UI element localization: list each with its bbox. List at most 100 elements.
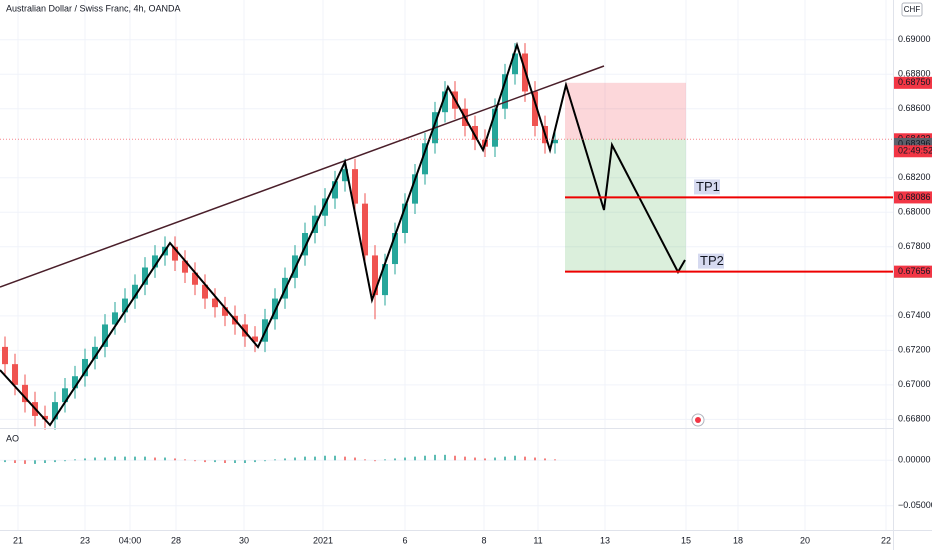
candle-body	[332, 181, 338, 199]
x-tick-label: 23	[80, 535, 90, 545]
ao-bar	[424, 455, 426, 461]
price-tag-label: 0.67656	[898, 266, 931, 276]
ao-bar	[4, 460, 6, 463]
y-tick-label: 0.67400	[898, 310, 931, 320]
ao-bar	[164, 457, 166, 461]
candle-body	[202, 284, 208, 299]
countdown-bg	[894, 145, 932, 158]
ao-bar	[254, 460, 256, 463]
currency-box[interactable]	[901, 2, 923, 17]
x-tick-label: 18	[733, 535, 743, 545]
candle-body	[402, 203, 408, 233]
y-tick-label: 0.67800	[898, 241, 931, 251]
stop-zone	[565, 82, 686, 140]
ao-bar	[214, 460, 216, 463]
ao-bar	[344, 456, 346, 461]
price-tag-label: 0.68396	[898, 138, 931, 148]
candle-body	[172, 246, 178, 261]
chart-title: Australian Dollar / Swiss Franc, 4h, OAN…	[6, 3, 181, 13]
candle-body	[22, 384, 28, 403]
candle-body	[212, 298, 218, 308]
ao-tick-label: 0.00000	[898, 455, 931, 465]
candle-body	[322, 198, 328, 216]
ao-bar	[134, 456, 136, 461]
candle-body	[502, 74, 508, 109]
price-tag	[894, 76, 932, 89]
ao-bar	[534, 457, 536, 461]
events-dot	[695, 417, 701, 423]
trend-line	[0, 65, 605, 288]
candle-body	[422, 143, 428, 175]
ao-bar	[324, 455, 326, 461]
ao-bar	[14, 460, 16, 463]
candle-body	[112, 312, 118, 325]
ao-bar	[34, 460, 36, 464]
ao-bar	[114, 456, 116, 461]
candle-body	[352, 169, 358, 204]
candle-body	[372, 255, 378, 296]
ao-bar	[124, 456, 126, 461]
x-tick-label: 8	[481, 535, 486, 545]
candle-body	[62, 388, 68, 403]
ao-bar	[514, 455, 516, 461]
ao-bar	[44, 460, 46, 463]
ao-bar	[244, 460, 246, 463]
x-tick-label: 15	[681, 535, 691, 545]
ao-bar	[554, 459, 556, 461]
candle-body	[222, 307, 228, 316]
ao-bar	[334, 455, 336, 461]
zigzag-drawing	[0, 41, 686, 427]
ao-bar	[94, 457, 96, 461]
ao-bar	[274, 459, 276, 461]
countdown: 02:49:52	[898, 146, 932, 156]
candle-body	[52, 402, 58, 420]
ao-bar	[414, 456, 416, 461]
x-tick-label: 20	[800, 535, 810, 545]
ao-bar	[404, 457, 406, 461]
candle-body	[122, 298, 128, 313]
x-tick-label: 13	[600, 535, 610, 545]
target-label: TP2	[700, 253, 724, 268]
x-tick-label: 2021	[313, 535, 333, 545]
x-tick-label: 6	[402, 535, 407, 545]
ao-bar	[194, 460, 196, 462]
ao-bar	[154, 457, 156, 461]
ao-bar	[454, 455, 456, 461]
ao-bar	[144, 456, 146, 461]
y-tick-label: 0.68600	[898, 103, 931, 113]
ao-bar	[484, 458, 486, 461]
ao-bar	[174, 458, 176, 461]
ao-bar	[224, 460, 226, 463]
y-tick-label: 0.68000	[898, 207, 931, 217]
candle-body	[382, 264, 388, 296]
ao-bar	[504, 456, 506, 461]
indicator-name: AO	[6, 433, 19, 443]
candle-body	[72, 376, 78, 389]
candle-body	[342, 169, 348, 182]
ao-bar	[364, 459, 366, 461]
currency[interactable]: CHF	[904, 5, 921, 14]
candle-body	[12, 364, 18, 385]
price-tag	[894, 191, 932, 204]
candle-body	[102, 324, 108, 347]
y-tick-label: 0.66800	[898, 414, 931, 424]
price-tag-label: 0.68750	[898, 77, 931, 87]
ao-bar	[104, 457, 106, 461]
candle-body	[302, 232, 308, 256]
y-tick-label: 0.67200	[898, 345, 931, 355]
candle-body	[492, 108, 498, 147]
ao-bar	[204, 460, 206, 463]
ao-bar	[54, 460, 56, 463]
ao-bar	[384, 459, 386, 461]
y-tick-label: 0.67000	[898, 379, 931, 389]
target-label-bg	[698, 253, 724, 269]
ao-bar	[524, 456, 526, 461]
price-tag-label: 0.68086	[898, 192, 931, 202]
target-label: TP1	[696, 179, 720, 194]
ao-bar	[234, 460, 236, 463]
y-tick-label: 0.69000	[898, 34, 931, 44]
candle-body	[2, 346, 8, 365]
candle-body	[42, 415, 48, 420]
